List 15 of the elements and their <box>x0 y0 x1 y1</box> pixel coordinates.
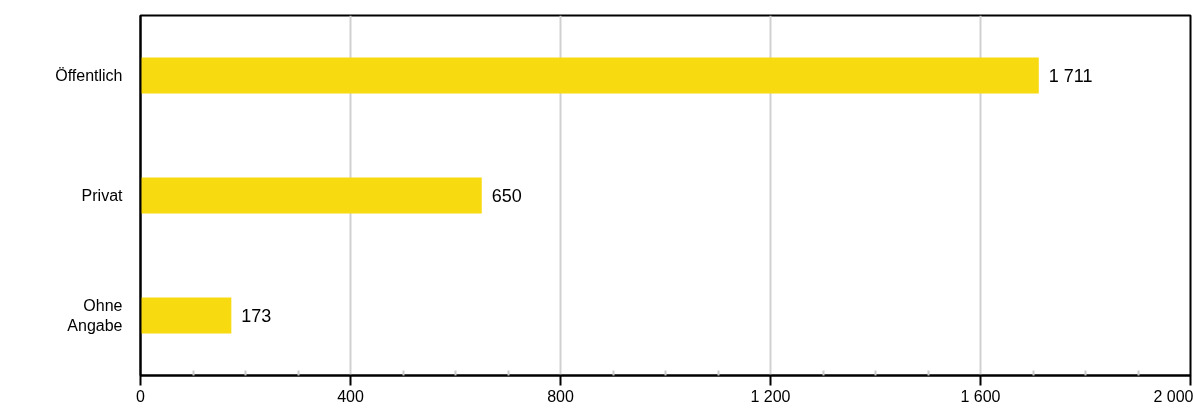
bar <box>140 297 232 334</box>
data-label: 650 <box>491 186 522 206</box>
x-tick-label: 2 000 <box>1153 387 1193 405</box>
x-tick-label: 0 <box>136 387 146 405</box>
y-tick-label: Öffentlich <box>55 67 123 84</box>
bar <box>140 57 1039 94</box>
x-tick-label: 400 <box>337 387 364 405</box>
x-tick-label: 1 600 <box>960 387 1001 405</box>
data-label: 173 <box>241 306 272 326</box>
y-tick-label: Ohne Angabe <box>67 296 123 335</box>
x-tick-label: 800 <box>547 387 574 405</box>
bar <box>140 177 482 214</box>
data-label: 1 711 <box>1048 65 1093 86</box>
x-tick-label: 1 200 <box>750 387 791 405</box>
y-tick-label: Privat <box>81 187 124 204</box>
